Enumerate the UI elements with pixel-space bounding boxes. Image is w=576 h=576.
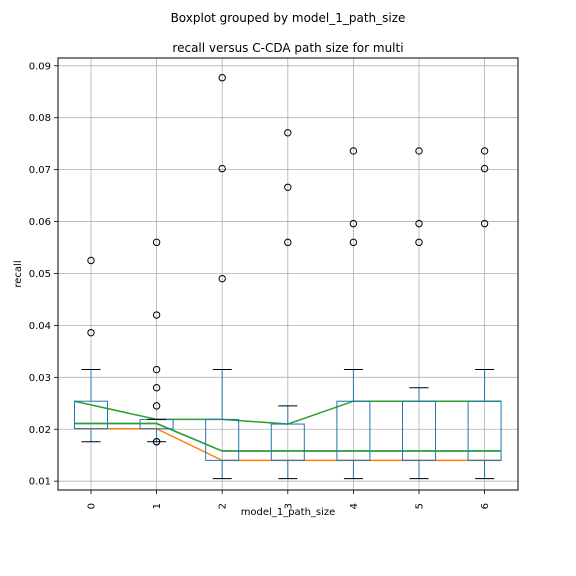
flier-point xyxy=(480,219,489,228)
x-tick-label: 4 xyxy=(349,503,360,509)
flier-point xyxy=(152,402,161,410)
y-axis-ticks: 0.01 0.02 0.03 0.04 0.05 0.06 0.07 0.08 0.09 xyxy=(29,61,58,488)
chart-suptitle: Boxplot grouped by model_1_path_size xyxy=(171,11,406,25)
flier-point xyxy=(349,147,358,155)
flier-point xyxy=(87,328,95,337)
x-tick-label: 3 xyxy=(283,503,294,509)
flier-point xyxy=(415,219,423,228)
flier-point xyxy=(152,384,161,392)
flier-point xyxy=(284,129,292,137)
y-tick-label: 0.01 xyxy=(29,477,51,488)
flier-point xyxy=(152,438,161,446)
series-line xyxy=(74,422,502,452)
y-tick-label: 0.06 xyxy=(29,217,51,228)
y-tick-label: 0.04 xyxy=(29,321,51,332)
flier-point xyxy=(480,164,489,173)
y-axis-label: recall xyxy=(13,260,24,287)
y-tick-label: 0.03 xyxy=(29,373,51,384)
y-tick-label: 0.07 xyxy=(29,165,51,176)
flier-point xyxy=(349,238,358,247)
flier-point xyxy=(284,183,292,191)
flier-point xyxy=(152,365,161,374)
flier-point xyxy=(218,164,226,173)
flier-point xyxy=(152,311,161,319)
flier-point xyxy=(415,147,423,155)
x-tick-label: 0 xyxy=(87,503,98,509)
flier-point xyxy=(218,274,226,283)
y-tick-label: 0.09 xyxy=(29,61,51,72)
flier-point xyxy=(284,238,292,247)
flier-point xyxy=(87,256,95,265)
boxes xyxy=(74,369,502,480)
x-tick-label: 1 xyxy=(152,503,163,509)
x-tick-label: 5 xyxy=(415,503,426,509)
x-axis-label: model_1_path_size xyxy=(241,507,336,518)
x-tick-label: 6 xyxy=(480,503,491,509)
y-tick-label: 0.02 xyxy=(29,425,51,436)
fliers xyxy=(87,74,489,446)
x-tick-label: 2 xyxy=(218,503,229,509)
chart-title: recall versus C-CDA path size for multi xyxy=(172,41,403,55)
y-tick-label: 0.05 xyxy=(29,269,51,280)
grid xyxy=(58,58,518,490)
flier-point xyxy=(152,238,161,247)
x-axis-ticks: 0 1 2 3 4 5 6 xyxy=(87,490,491,509)
y-tick-label: 0.08 xyxy=(29,113,51,124)
flier-point xyxy=(349,219,358,228)
flier-point xyxy=(218,74,226,82)
flier-point xyxy=(480,147,489,155)
flier-point xyxy=(415,238,423,247)
